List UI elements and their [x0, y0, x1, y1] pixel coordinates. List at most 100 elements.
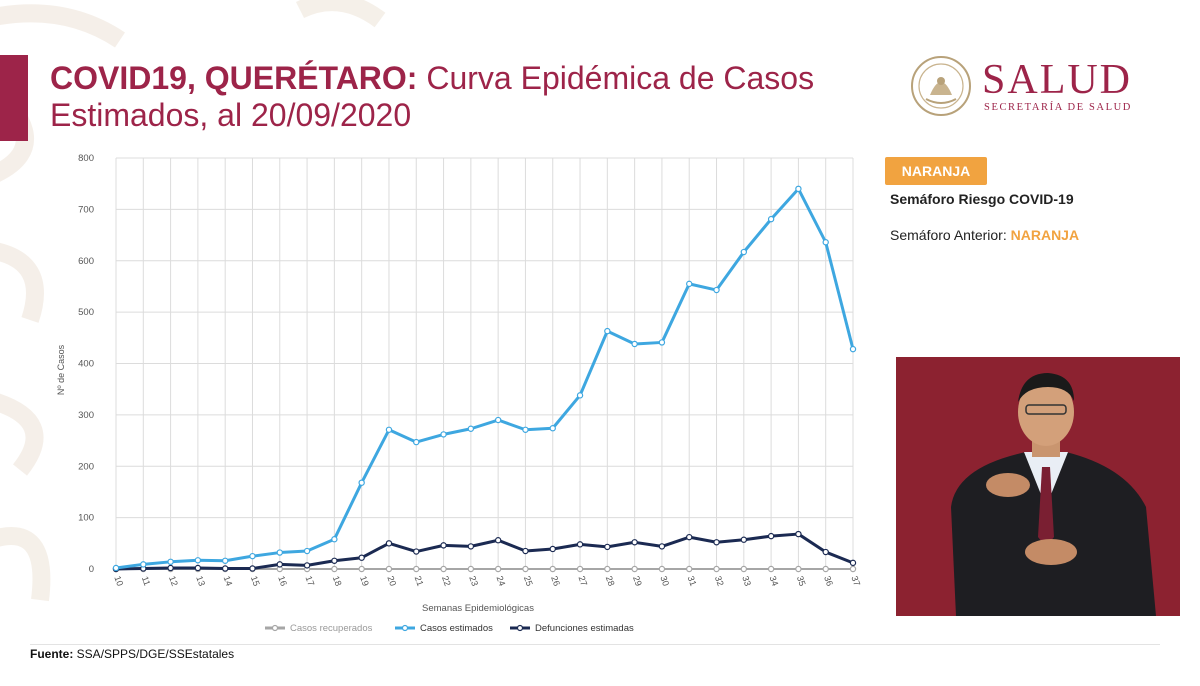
x-tick-label: 15 [249, 575, 262, 588]
x-tick-labels: 10 11 12 13 14 15 16 17 18 19 20 21 22 23 24 25 26 27 28 29… [112, 575, 862, 588]
data-point [249, 552, 256, 560]
data-point [686, 565, 693, 573]
epidemic-curve-chart: 0 100 200 300 400 500 600 700 800 10 11 12 13 14 15 16… [56, 153, 862, 634]
data-point [822, 565, 829, 573]
data-point [576, 565, 584, 573]
data-point [194, 557, 202, 564]
data-point [849, 345, 857, 353]
x-tick-label: 21 [413, 575, 426, 588]
data-point [303, 547, 311, 555]
data-point [385, 426, 393, 433]
series-line-2 [115, 532, 854, 571]
mexico-coat-of-arms-seal-icon [911, 56, 971, 116]
data-point [740, 565, 748, 573]
data-point [167, 558, 174, 566]
data-point [686, 533, 693, 541]
semaforo-anterior: Semáforo Anterior: NARANJA [890, 227, 1079, 243]
semaforo-anterior-label: Semáforo Anterior: [890, 227, 1011, 243]
x-tick-label: 17 [303, 575, 316, 588]
series-line-1 [115, 187, 855, 570]
x-tick-label: 33 [740, 575, 753, 588]
data-point [249, 565, 256, 572]
data-point [658, 543, 666, 550]
data-point [413, 565, 420, 573]
legend-marker [271, 624, 279, 632]
data-point [303, 562, 311, 569]
x-tick-label: 28 [604, 575, 617, 588]
data-point [631, 539, 638, 546]
x-tick-label: 27 [576, 575, 589, 588]
x-tick-label: 16 [276, 575, 289, 588]
y-tick-label: 200 [78, 461, 94, 472]
data-point [194, 564, 202, 572]
data-point [795, 530, 802, 538]
footer-divider [30, 644, 1160, 645]
data-point [467, 543, 475, 550]
y-tick-label: 0 [89, 564, 94, 575]
data-point [713, 286, 720, 294]
x-tick-label: 10 [112, 575, 125, 588]
semaforo-badge: NARANJA [885, 157, 987, 185]
data-point [767, 215, 775, 223]
x-axis-label: Semanas Epidemiológicas [422, 603, 534, 614]
x-tick-label: 35 [795, 575, 808, 588]
data-point [822, 239, 829, 246]
data-point [385, 565, 393, 573]
data-point [413, 548, 420, 555]
data-point [112, 564, 120, 572]
data-point [631, 340, 638, 348]
x-tick-label: 22 [440, 575, 453, 588]
sign-language-video [896, 357, 1180, 616]
data-point [140, 561, 147, 568]
data-point [494, 416, 502, 424]
title-rest: Curva Epidémica de Casos Estimados, al 2… [50, 60, 815, 133]
data-point [467, 425, 475, 432]
source-note: Fuente: SSA/SPPS/DGE/SSEstatales [30, 647, 234, 661]
title-accent-bar [0, 55, 28, 141]
x-tick-label: 11 [140, 575, 153, 587]
data-point [358, 565, 365, 573]
y-tick-label: 600 [78, 256, 94, 267]
legend-marker [516, 624, 524, 632]
data-point [631, 565, 638, 573]
data-point [549, 425, 556, 432]
y-tick-label: 700 [78, 204, 94, 215]
data-point [221, 557, 229, 564]
data-point [767, 565, 775, 573]
data-point [576, 392, 584, 399]
y-tick-label: 400 [78, 359, 94, 370]
data-point [849, 559, 857, 567]
data-point [522, 565, 529, 573]
x-tick-label: 30 [658, 575, 671, 588]
x-tick-label: 37 [849, 575, 862, 588]
data-point [276, 549, 283, 556]
data-point [604, 543, 611, 551]
data-point [822, 548, 829, 556]
page-title: COVID19, QUERÉTARO: Curva Epidémica de C… [50, 60, 850, 134]
data-point [494, 565, 502, 573]
data-point [576, 541, 584, 548]
y-tick-label: 500 [78, 307, 94, 318]
source-label: Fuente: [30, 647, 74, 661]
x-tick-label: 26 [549, 575, 562, 588]
x-tick-label: 25 [522, 575, 535, 588]
x-tick-label: 18 [331, 575, 344, 588]
data-point [331, 557, 338, 564]
source-value: SSA/SPPS/DGE/SSEstatales [73, 647, 235, 661]
x-tick-label: 34 [768, 575, 781, 588]
legend-marker [401, 624, 409, 632]
data-point [767, 532, 775, 540]
legend-label: Casos estimados [420, 623, 493, 634]
data-point [522, 426, 529, 433]
data-point [358, 554, 365, 561]
data-point [686, 280, 693, 288]
data-point [276, 561, 283, 568]
legend-label: Casos recuperados [290, 623, 373, 634]
legend-label: Defunciones estimadas [535, 623, 634, 634]
data-point [549, 545, 556, 553]
data-point [331, 536, 338, 543]
y-tick-label: 100 [78, 513, 94, 524]
data-point [467, 565, 475, 573]
semaforo-anterior-value: NARANJA [1010, 227, 1080, 243]
x-tick-label: 36 [822, 575, 835, 588]
